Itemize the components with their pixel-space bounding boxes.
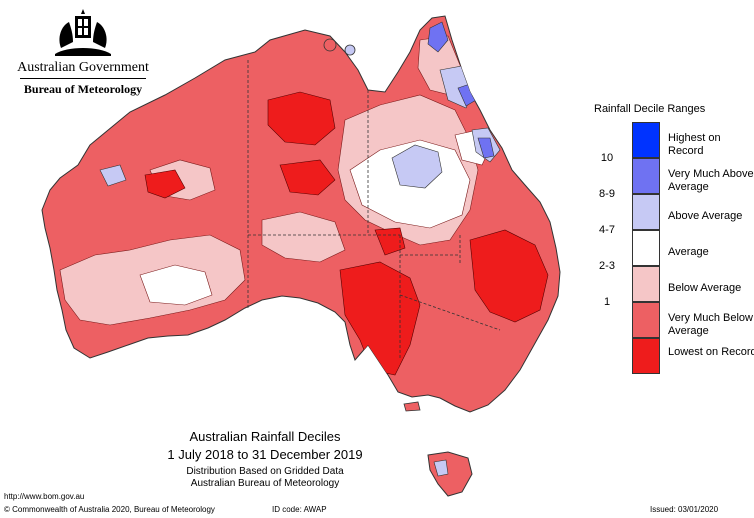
island-shape xyxy=(403,401,421,412)
legend-label: Very Much Above Average xyxy=(668,168,754,193)
legend-swatch xyxy=(632,302,660,338)
bureau-title: Bureau of Meteorology xyxy=(23,82,143,96)
very-much-above-region xyxy=(477,137,495,159)
lowest-on-record-region xyxy=(144,169,186,199)
legend-swatch xyxy=(632,122,660,158)
legend-swatch xyxy=(632,230,660,266)
map-period: 1 July 2018 to 31 December 2019 xyxy=(167,447,363,462)
map-caption: Australian Rainfall Deciles 1 July 2018 … xyxy=(160,429,370,489)
state-borders xyxy=(247,60,501,360)
average-region xyxy=(139,264,213,306)
legend-label: Very Much Below Average xyxy=(668,312,753,337)
legend-label: Average xyxy=(668,246,709,258)
legend-range: 10 xyxy=(600,152,614,164)
government-title: Australian Government xyxy=(17,60,149,75)
legend-label: Lowest on Record xyxy=(668,346,754,358)
legend-swatch xyxy=(632,158,660,194)
above-average-region xyxy=(391,144,443,189)
map-note: Distribution Based on Gridded Data xyxy=(186,466,344,477)
footer-url: http://www.bom.gov.au xyxy=(4,492,85,501)
footer-id-code: ID code: AWAP xyxy=(272,505,327,514)
legend-swatch xyxy=(632,194,660,230)
lowest-on-record-region xyxy=(279,159,336,196)
legend-swatch xyxy=(632,266,660,302)
below-average-region xyxy=(261,211,346,263)
legend-range: 1 xyxy=(603,296,611,308)
map-source: Australian Bureau of Meteorology xyxy=(190,478,340,489)
tasmania-shape xyxy=(427,451,473,497)
lowest-on-record-region xyxy=(374,227,406,256)
legend-label: Below Average xyxy=(668,282,742,294)
island-shape xyxy=(344,44,356,56)
legend-swatch xyxy=(632,338,660,374)
footer-copyright: © Commonwealth of Australia 2020, Bureau… xyxy=(4,505,215,514)
above-average-region xyxy=(433,459,449,477)
very-much-above-region xyxy=(427,21,449,53)
legend-range: 8-9 xyxy=(599,188,615,200)
above-average-region xyxy=(99,164,127,187)
legend-title: Rainfall Decile Ranges xyxy=(594,103,706,115)
logo-divider xyxy=(20,78,146,79)
legend-range: 4-7 xyxy=(599,224,615,236)
legend-label: Highest on Record xyxy=(668,132,721,157)
legend-range: 2-3 xyxy=(599,260,615,272)
bom-logo: Australian Government Bureau of Meteorol… xyxy=(8,8,158,97)
coat-of-arms-icon xyxy=(55,9,111,56)
footer-issued: Issued: 03/01/2020 xyxy=(650,505,719,514)
lowest-on-record-region xyxy=(267,91,336,146)
lowest-on-record-region xyxy=(469,229,549,323)
legend-label: Above Average xyxy=(668,210,743,222)
island-shape xyxy=(323,38,337,52)
map-title: Australian Rainfall Deciles xyxy=(189,429,341,444)
